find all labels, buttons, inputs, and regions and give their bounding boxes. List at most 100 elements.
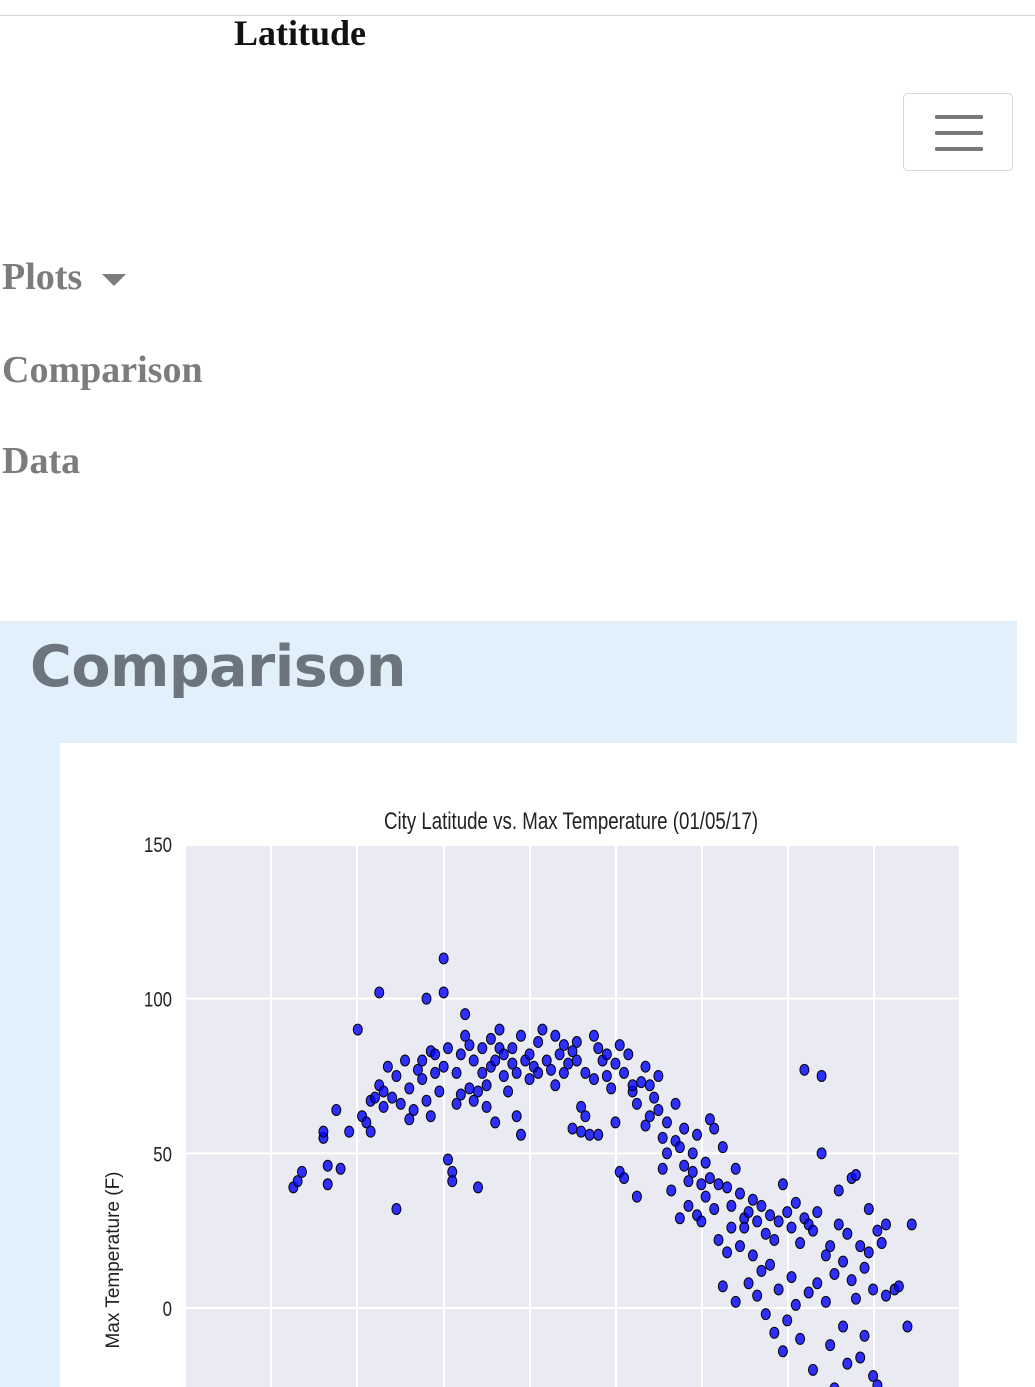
scatter-point: [906, 1218, 917, 1231]
scatter-point: [696, 1215, 707, 1228]
scatter-point: [421, 1094, 432, 1107]
scatter-point: [610, 1116, 621, 1129]
scatter-point: [661, 1147, 672, 1160]
scatter-point: [713, 1178, 724, 1191]
scatter-point: [378, 1100, 389, 1113]
scatter-point: [790, 1298, 801, 1311]
scatter-point: [442, 1153, 453, 1166]
scatter-point: [795, 1332, 806, 1345]
scatter-point: [868, 1283, 879, 1296]
scatter-point: [807, 1363, 818, 1376]
scatter-point: [451, 1097, 462, 1110]
scatter-point: [734, 1240, 745, 1253]
scatter-point: [515, 1128, 526, 1141]
scatter-point: [588, 1029, 599, 1042]
scatter-point: [619, 1066, 630, 1079]
scatter-point: [863, 1246, 874, 1259]
navbar-brand[interactable]: Latitude: [234, 13, 367, 53]
scatter-point: [593, 1042, 604, 1055]
scatter-point: [666, 1184, 677, 1197]
scatter-point: [511, 1110, 522, 1123]
scatter-point: [803, 1286, 814, 1299]
scatter-point: [820, 1249, 831, 1262]
section-title: Comparison: [30, 634, 406, 700]
scatter-point: [546, 1063, 557, 1076]
scatter-point: [644, 1079, 655, 1092]
scatter-point: [880, 1289, 891, 1302]
scatter-point: [833, 1218, 844, 1231]
scatter-point: [709, 1203, 720, 1216]
scatter-point: [485, 1032, 496, 1045]
scatter-point: [816, 1147, 827, 1160]
scatter-point: [571, 1035, 582, 1048]
scatter-point: [455, 1088, 466, 1101]
scatter-point: [490, 1116, 501, 1129]
scatter-point: [683, 1175, 694, 1188]
scatter-point: [722, 1246, 733, 1259]
scatter-point: [704, 1113, 715, 1126]
scatter-point: [374, 986, 385, 999]
scatter-point: [679, 1159, 690, 1172]
scatter-point: [838, 1320, 849, 1333]
scatter-point: [292, 1175, 303, 1188]
scatter-point: [773, 1283, 784, 1296]
y-axis-label: Max Temperature (F): [103, 1171, 124, 1348]
scatter-point: [653, 1070, 664, 1082]
scatter-chart: City Latitude vs. Max Temperature (01/05…: [103, 808, 959, 1387]
scatter-point: [588, 1073, 599, 1086]
scatter-point: [477, 1066, 488, 1079]
nav-item-plots[interactable]: Plots: [2, 255, 127, 299]
nav-item-comparison[interactable]: Comparison: [2, 348, 203, 392]
scatter-point: [760, 1308, 771, 1321]
scatter-point: [322, 1159, 333, 1172]
scatter-point: [747, 1193, 758, 1206]
scatter-point: [580, 1066, 591, 1079]
scatter-point: [670, 1097, 681, 1110]
scatter-point: [318, 1125, 329, 1138]
scatter-point: [820, 1295, 831, 1308]
scatter-point: [842, 1357, 853, 1370]
scatter-point: [455, 1048, 466, 1061]
scatter-point: [700, 1190, 711, 1203]
scatter-point: [876, 1237, 887, 1250]
scatter-point: [335, 1162, 346, 1175]
scatter-point: [558, 1039, 569, 1052]
scatter-point: [782, 1206, 793, 1219]
scatter-point: [893, 1280, 904, 1293]
scatter-point: [859, 1261, 870, 1274]
scatter-point: [649, 1091, 660, 1104]
scatter-point: [687, 1165, 698, 1178]
scatter-point: [515, 1029, 526, 1042]
scatter-point: [498, 1070, 509, 1082]
scatter-point: [644, 1110, 655, 1123]
scatter-point: [726, 1221, 737, 1234]
nav-item-data[interactable]: Data: [2, 439, 80, 483]
scatter-point: [580, 1110, 591, 1123]
scatter-point: [571, 1054, 582, 1067]
scatter-point: [576, 1125, 587, 1138]
navbar-toggler-button[interactable]: [903, 93, 1013, 171]
scatter-point: [322, 1178, 333, 1191]
scatter-point: [296, 1165, 307, 1178]
plot-area: [186, 846, 959, 1387]
scatter-point: [464, 1082, 475, 1095]
scatter-point: [541, 1054, 552, 1067]
scatter-point: [430, 1048, 441, 1061]
scatter-point: [816, 1070, 827, 1082]
scatter-point: [777, 1345, 788, 1358]
nav-item-plots-label: Plots: [2, 256, 83, 298]
scatter-point: [451, 1066, 462, 1079]
scatter-point: [812, 1277, 823, 1290]
scatter-point: [421, 992, 432, 1005]
scatter-point: [833, 1184, 844, 1197]
scatter-point: [507, 1042, 518, 1055]
scatter-point: [567, 1045, 578, 1058]
scatter-point: [756, 1199, 767, 1212]
scatter-point: [799, 1063, 810, 1076]
y-tick-label: 100: [144, 989, 172, 1012]
scatter-point: [614, 1039, 625, 1052]
scatter-point: [829, 1382, 840, 1387]
scatter-point: [859, 1329, 870, 1342]
scatter-point: [704, 1172, 715, 1185]
scatter-point: [593, 1128, 604, 1141]
